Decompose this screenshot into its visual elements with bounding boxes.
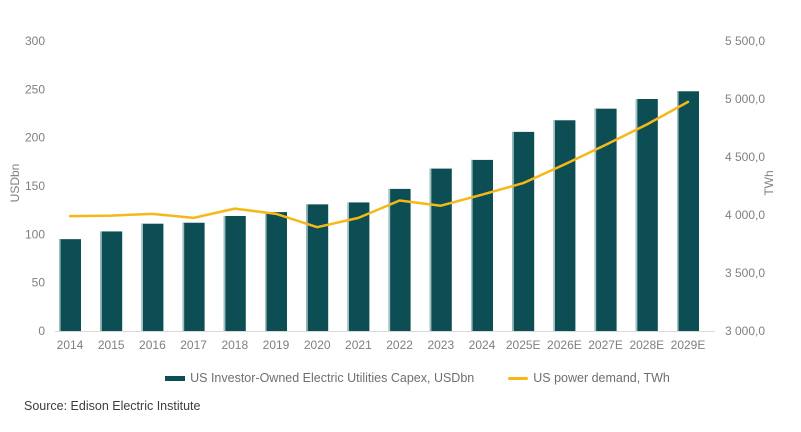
left-axis-tick: 100 [25,227,45,241]
bar-edge-highlight [223,215,226,331]
x-axis-label-2021: 2021 [345,338,372,352]
bar-2027E [594,108,617,332]
legend-label-capex: US Investor-Owned Electric Utilities Cap… [190,371,475,385]
source-note: Source: Edison Electric Institute [24,399,201,413]
x-axis-label-2019: 2019 [263,338,290,352]
bar-edge-highlight [100,231,102,331]
bar-edge-highlight [306,204,308,331]
right-axis-tick: 5 000,0 [725,92,765,106]
chart-legend: US Investor-Owned Electric Utilities Cap… [17,371,801,385]
right-axis-tick: 4 500,0 [725,150,765,164]
bar-edge-highlight [512,131,514,331]
bar-2014 [59,239,81,331]
bar-2023 [429,168,452,331]
bar-edge-highlight [594,108,597,332]
right-axis-tick: 4 000,0 [725,208,765,222]
bar-edge-highlight [553,120,555,332]
x-axis-label-2025E: 2025E [506,338,541,352]
bar-2025E [512,131,535,331]
x-axis-label-2016: 2016 [139,338,166,352]
left-axis-tick: 150 [25,179,45,193]
bar-2020 [306,204,329,331]
bar-edge-highlight [59,239,61,331]
bar-2019 [265,212,287,331]
bar-edge-highlight [635,99,638,331]
bar-2021 [347,202,370,331]
x-axis-label-2029E: 2029E [671,338,706,352]
x-axis-label-2027E: 2027E [588,338,623,352]
x-axis-label-2015: 2015 [98,338,125,352]
bar-2015 [100,231,123,331]
x-axis-label-2026E: 2026E [547,338,582,352]
bar-2018 [223,215,246,331]
x-axis-label-2017: 2017 [180,338,207,352]
combo-chart-plot: 0 50 100 150 200 250 300 3 000,0 3 500,0 4 000,0 4… [25,34,765,352]
line-series-swatch [508,376,529,380]
x-axis-label-2028E: 2028E [629,338,664,352]
left-axis-tick: 0 [38,324,45,338]
x-axis-label-2018: 2018 [221,338,248,352]
bar-2024 [471,159,493,331]
x-axis-label-2022: 2022 [386,338,413,352]
left-axis-tick: 50 [32,276,46,290]
legend-label-demand: US power demand, TWh [533,371,670,385]
bar-edge-highlight [347,202,349,331]
bar-2028E [635,99,658,331]
power-demand-line [68,100,690,229]
right-axis-unit-label: TWh [762,170,776,196]
bar-edge-highlight [471,159,473,331]
bar-2029E [677,91,699,332]
legend-item-capex: US Investor-Owned Electric Utilities Cap… [165,371,474,385]
bar-edge-highlight [677,91,679,332]
left-axis-tick: 200 [25,131,45,145]
bar-series-swatch [165,375,186,381]
bar-edge-highlight [182,222,185,331]
bar-2016 [141,223,164,331]
right-axis-tick: 3 000,0 [725,324,765,338]
bar-edge-highlight [141,223,143,331]
left-axis-tick: 250 [25,82,45,96]
right-axis-tick: 3 500,0 [725,266,765,280]
right-axis-tick: 5 500,0 [725,34,765,48]
bar-edge-highlight [265,212,267,331]
bar-edge-highlight [429,168,432,331]
x-axis-label-2014: 2014 [57,338,84,352]
legend-item-demand: US power demand, TWh [508,371,670,385]
left-axis-tick: 300 [25,34,45,48]
x-axis-label-2020: 2020 [304,338,331,352]
x-axis-label-2024: 2024 [469,338,496,352]
bar-edge-highlight [388,188,391,331]
left-axis-unit-label: USDbn [8,163,22,203]
x-axis-label-2023: 2023 [427,338,454,352]
bar-2026E [553,120,576,332]
bar-2022 [388,188,411,331]
bar-2017 [182,222,205,331]
